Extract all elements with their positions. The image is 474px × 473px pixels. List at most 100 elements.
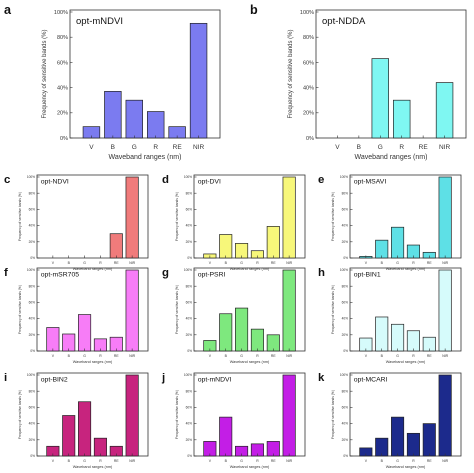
- panel-title: opt-NDVI: [41, 179, 69, 186]
- panel-title: opt-PSRI: [198, 272, 226, 279]
- panel-title: opt-DVI: [198, 179, 221, 186]
- bar-nir: [438, 374, 452, 457]
- bar-b: [62, 415, 76, 457]
- y-axis-title: Frequency of sensitive bands (%): [331, 390, 335, 439]
- x-axis-title: Waveband ranges (nm): [230, 267, 270, 271]
- x-tick-label: G: [396, 459, 399, 463]
- bar-r: [406, 330, 420, 352]
- bar-r: [406, 432, 420, 457]
- y-tick-label: 80%: [342, 191, 349, 195]
- x-tick-label: V: [52, 261, 55, 265]
- plot-frame: [193, 174, 306, 259]
- y-tick-label: 20%: [29, 438, 36, 442]
- bar-nir: [282, 269, 296, 352]
- y-tick-label: 20%: [186, 240, 193, 244]
- y-tick-label: 40%: [57, 86, 68, 92]
- x-tick-label: R: [99, 459, 102, 463]
- bar-nir: [125, 374, 139, 457]
- bar-nir: [438, 269, 452, 352]
- y-tick-label: 60%: [186, 208, 193, 212]
- y-tick-label: 60%: [186, 301, 193, 305]
- x-tick-label: NIR: [286, 354, 292, 358]
- bar-g: [391, 416, 405, 457]
- x-tick-label: B: [381, 354, 384, 358]
- x-tick-label: NIR: [193, 144, 205, 151]
- x-tick-label: G: [240, 354, 243, 358]
- plot-frame: [193, 267, 306, 352]
- y-tick-label: 40%: [186, 224, 193, 228]
- y-tick-label: 60%: [342, 301, 349, 305]
- panel-a: a opt-mNDVI 0% 20% 40% 60% 80% 100% Frequency of…: [4, 3, 221, 161]
- x-tick-label: RE: [114, 261, 119, 265]
- panel-title: opt-NDDA: [322, 16, 366, 27]
- panel-d: d opt-DVI 0% 20% 40% 60% 80% 100% Frequency of s…: [162, 174, 306, 271]
- x-tick-label: B: [68, 354, 71, 358]
- x-tick-label: G: [132, 144, 137, 151]
- bar-b: [219, 313, 233, 352]
- y-axis-title: Frequency of sensitive bands (%): [175, 390, 179, 439]
- x-tick-label: B: [225, 354, 228, 358]
- plot-frame: [315, 9, 467, 139]
- y-tick-label: 60%: [29, 208, 36, 212]
- bar-b: [104, 91, 122, 139]
- panel-k: k opt-MCARI 0% 20% 40% 60% 80% 100% Frequency of…: [318, 372, 462, 469]
- x-tick-label: NIR: [286, 459, 292, 463]
- bar-g: [391, 323, 405, 352]
- panel-letter: c: [4, 174, 10, 186]
- panel-title: opt-mNDVI: [76, 16, 123, 27]
- panel-h: h opt-BIN1 0% 20% 40% 60% 80% 100% Frequency of …: [318, 267, 462, 364]
- x-tick-label: V: [209, 354, 212, 358]
- x-axis-title: Waveband ranges (nm): [73, 465, 113, 469]
- y-tick-label: 80%: [29, 191, 36, 195]
- x-tick-label: B: [68, 459, 71, 463]
- bar-g: [371, 58, 389, 139]
- x-tick-label: G: [378, 144, 383, 151]
- x-tick-label: V: [335, 144, 340, 151]
- y-tick-label: 20%: [186, 438, 193, 442]
- y-tick-label: 100%: [27, 373, 35, 377]
- y-axis-title: Frequency of sensitive bands (%): [175, 285, 179, 334]
- y-tick-label: 60%: [186, 406, 193, 410]
- y-tick-label: 0%: [306, 136, 314, 142]
- panel-title: opt-mSR705: [41, 272, 80, 279]
- y-tick-label: 0%: [30, 349, 35, 353]
- x-axis-title: Waveband ranges (nm): [109, 154, 182, 161]
- panel-b: b opt-NDDA 0% 20% 40% 60% 80% 100% Frequency of …: [250, 3, 467, 161]
- bar-nir: [282, 374, 296, 457]
- x-tick-label: NIR: [439, 144, 451, 151]
- y-tick-label: 60%: [29, 406, 36, 410]
- panel-c: c opt-NDVI 0% 20% 40% 60% 80% 100% Frequency of …: [4, 174, 149, 271]
- x-tick-label: B: [111, 144, 115, 151]
- x-tick-label: RE: [114, 459, 119, 463]
- x-tick-label: V: [89, 144, 94, 151]
- panel-letter: g: [162, 267, 169, 279]
- y-tick-label: 0%: [187, 256, 192, 260]
- y-tick-label: 40%: [29, 224, 36, 228]
- y-tick-label: 20%: [303, 111, 314, 117]
- y-tick-label: 40%: [342, 317, 349, 321]
- bar-re: [422, 423, 436, 457]
- x-tick-label: R: [99, 261, 102, 265]
- y-tick-label: 60%: [29, 301, 36, 305]
- bar-g: [391, 226, 405, 259]
- y-tick-label: 20%: [186, 333, 193, 337]
- x-tick-label: V: [209, 459, 212, 463]
- y-tick-label: 100%: [340, 175, 348, 179]
- bar-re: [266, 226, 280, 259]
- x-tick-label: R: [99, 354, 102, 358]
- x-axis-title: Waveband ranges (nm): [73, 360, 113, 364]
- y-tick-label: 0%: [343, 256, 348, 260]
- y-tick-label: 20%: [342, 438, 349, 442]
- plot-frame: [349, 174, 462, 259]
- panel-letter: f: [4, 267, 8, 279]
- y-axis-title: Frequency of sensitive bands (%): [18, 192, 22, 241]
- panel-letter: b: [250, 3, 258, 17]
- x-axis-title: Waveband ranges (nm): [386, 267, 426, 271]
- y-tick-label: 40%: [186, 317, 193, 321]
- y-tick-label: 40%: [186, 422, 193, 426]
- x-tick-label: B: [225, 459, 228, 463]
- y-tick-label: 60%: [303, 60, 314, 66]
- x-tick-label: G: [240, 261, 243, 265]
- y-tick-label: 0%: [60, 136, 68, 142]
- x-tick-label: NIR: [442, 261, 448, 265]
